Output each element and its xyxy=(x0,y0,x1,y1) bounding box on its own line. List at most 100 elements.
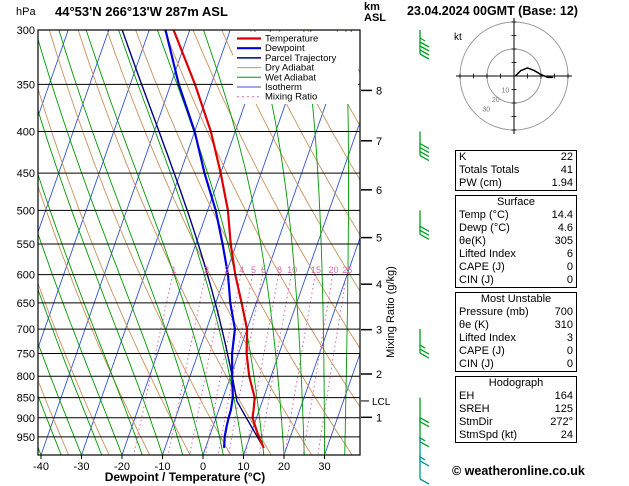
table-title: Most Unstable xyxy=(480,293,552,305)
svg-text:25: 25 xyxy=(342,265,352,275)
table-row: StmDir 272° xyxy=(456,416,576,429)
row-value: 125 xyxy=(554,403,573,415)
table-row: θe(K) 305 xyxy=(456,235,576,248)
svg-text:600: 600 xyxy=(17,270,35,282)
legend-label: Dry Adiabat xyxy=(265,63,314,74)
svg-text:4: 4 xyxy=(376,279,382,291)
lcl-label: LCL xyxy=(372,397,391,408)
hodograph-unit-label: kt xyxy=(454,32,462,43)
svg-text:30: 30 xyxy=(318,461,330,473)
copyright: © weatheronline.co.uk xyxy=(452,464,585,478)
station-title: 44°53'N 266°13'W 287m ASL xyxy=(55,4,228,19)
svg-text:-40: -40 xyxy=(33,461,49,473)
svg-text:8: 8 xyxy=(376,85,382,97)
pressure-unit-label: hPa xyxy=(16,6,36,18)
row-label: θe(K) xyxy=(459,235,486,247)
svg-text:2: 2 xyxy=(376,369,382,381)
svg-text:0: 0 xyxy=(200,461,206,473)
table-row: StmSpd (kt) 24 xyxy=(456,429,576,442)
row-value: 0 xyxy=(566,345,573,357)
km-label: km xyxy=(364,1,380,13)
datetime-title: 23.04.2024 00GMT (Base: 12) xyxy=(407,4,578,18)
wind-barb xyxy=(419,455,430,485)
svg-text:2: 2 xyxy=(204,265,209,275)
x-axis-title: Dewpoint / Temperature (°C) xyxy=(105,470,266,484)
legend-label: Wet Adiabat xyxy=(265,72,316,83)
row-label: Totals Totals xyxy=(459,164,520,176)
table-row: Lifted Index 6 xyxy=(456,248,576,261)
plot-border xyxy=(37,29,361,456)
mixing-ratio-value-labels: 1 2 3 4 5 6 8 10 15 20 25 xyxy=(171,265,352,275)
table-row: K 22 xyxy=(456,151,576,164)
row-value: 22 xyxy=(560,151,573,163)
svg-text:700: 700 xyxy=(17,324,35,336)
plot-area xyxy=(38,30,360,455)
row-value: 0 xyxy=(566,274,573,286)
table-row: CIN (J) 0 xyxy=(456,274,576,287)
table-row: Pressure (mb) 700 xyxy=(456,306,576,319)
legend-label: Temperature xyxy=(265,34,318,45)
pressure-axis-labels: 300 350 400 450 500 550 600 650 700 750 800 850 900 9… xyxy=(17,25,35,444)
svg-text:1: 1 xyxy=(171,265,176,275)
row-label: Pressure (mb) xyxy=(459,306,529,318)
svg-text:8: 8 xyxy=(277,265,282,275)
row-label: CAPE (J) xyxy=(459,345,505,357)
row-value: 310 xyxy=(554,319,573,331)
row-label: CAPE (J) xyxy=(459,261,505,273)
km-asl-scale: 1 2 3 4 5 6 7 8 LCL xyxy=(361,85,391,424)
row-label: StmDir xyxy=(459,416,493,428)
row-label: CIN (J) xyxy=(459,274,494,286)
row-label: θe (K) xyxy=(459,319,489,331)
row-label: PW (cm) xyxy=(459,177,502,189)
row-label: Lifted Index xyxy=(459,248,516,260)
svg-text:350: 350 xyxy=(17,79,35,91)
svg-text:400: 400 xyxy=(17,127,35,139)
row-value: 6 xyxy=(566,248,573,260)
row-value: 3 xyxy=(566,332,573,344)
table-row: CAPE (J) 0 xyxy=(456,261,576,274)
parcel-trajectory-curve xyxy=(121,30,265,449)
table-row: CAPE (J) 0 xyxy=(456,345,576,358)
row-value: 4.6 xyxy=(557,222,573,234)
row-value: 41 xyxy=(560,164,573,176)
svg-text:3: 3 xyxy=(224,265,229,275)
wind-barbs xyxy=(419,30,430,485)
hodograph-ring-label: 30 xyxy=(482,107,490,114)
table-row: Totals Totals 41 xyxy=(456,164,576,177)
svg-text:4: 4 xyxy=(239,265,244,275)
row-value: 0 xyxy=(566,358,573,370)
legend-label: Mixing Ratio xyxy=(265,92,317,103)
hodograph-trace xyxy=(514,67,554,79)
svg-text:15: 15 xyxy=(311,265,321,275)
asl-label: ASL xyxy=(364,12,386,24)
row-value: 24 xyxy=(560,429,573,441)
table-row: Dewp (°C) 4.6 xyxy=(456,222,576,235)
row-label: CIN (J) xyxy=(459,358,494,370)
hodograph-ring-label: 20 xyxy=(492,97,500,104)
table-row: EH 164 xyxy=(456,390,576,403)
row-label: EH xyxy=(459,390,475,402)
table-title: Surface xyxy=(497,196,535,208)
table-row: PW (cm) 1.94 xyxy=(456,177,576,190)
svg-text:5: 5 xyxy=(251,265,256,275)
table-row: Temp (°C) 14.4 xyxy=(456,209,576,222)
svg-text:-30: -30 xyxy=(74,461,90,473)
skewt-chart: 1 2 3 4 5 6 8 10 15 20 25TemperatureDewpointParcel… xyxy=(17,25,430,485)
mixing-ratio-axis-label: Mixing Ratio (g/kg) xyxy=(385,266,397,358)
info-table: Most Unstable Pressure (mb) 700 θe (K) 310 Li… xyxy=(455,292,577,372)
info-table: Surface Temp (°C) 14.4 Dewp (°C) 4.6 θe(K) 305… xyxy=(455,195,577,288)
temperature-axis-labels: -40 -30 -20 -10 0 10 20 30 xyxy=(33,455,331,473)
svg-text:-20: -20 xyxy=(114,461,130,473)
table-title: Hodograph xyxy=(488,377,544,389)
row-label: Temp (°C) xyxy=(459,209,509,221)
row-value: 1.94 xyxy=(551,177,573,189)
svg-text:1: 1 xyxy=(376,412,382,424)
wind-barb xyxy=(419,329,430,359)
svg-text:500: 500 xyxy=(17,205,35,217)
svg-text:750: 750 xyxy=(17,348,35,360)
svg-text:5: 5 xyxy=(376,233,382,245)
indices-panel: K 22 Totals Totals 41 PW (cm) 1.94 Surface Temp… xyxy=(455,150,577,447)
svg-text:6: 6 xyxy=(261,265,266,275)
wind-barb xyxy=(419,397,430,428)
row-label: Dewp (°C) xyxy=(459,222,510,234)
